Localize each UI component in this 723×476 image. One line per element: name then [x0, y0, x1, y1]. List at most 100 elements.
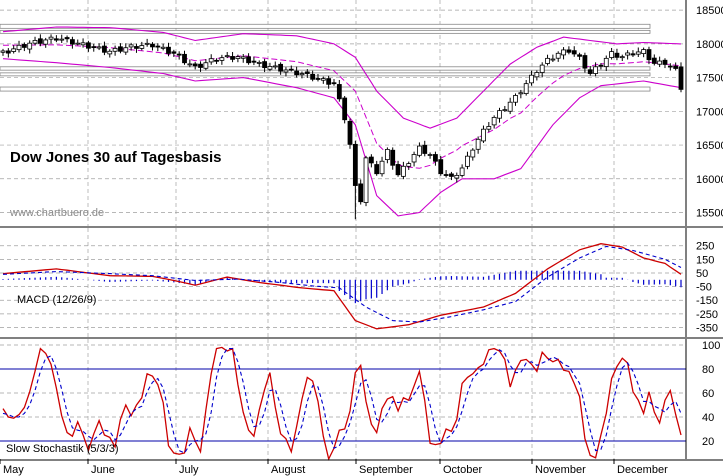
candle-body [304, 71, 310, 74]
candle-body [64, 37, 70, 40]
macd-tick-label: -250 [696, 309, 718, 321]
candle-body [192, 63, 198, 67]
macd-line [2, 243, 682, 330]
candle-body [443, 174, 449, 176]
candle-body [678, 66, 684, 90]
candle-body [70, 39, 75, 45]
macd-tick-label: -150 [696, 295, 718, 307]
candle-body [230, 56, 235, 60]
month-label: May [3, 464, 24, 476]
candle-body [449, 173, 454, 177]
candle-body [326, 78, 332, 85]
resistance-box [0, 23, 651, 29]
month-label: December [617, 464, 668, 476]
candle-body [497, 110, 502, 119]
candle-body [5, 50, 11, 54]
candle-body [502, 109, 508, 112]
candle-body [619, 56, 625, 59]
candle-body [603, 57, 609, 67]
candle-body [523, 83, 529, 94]
candle-body [374, 164, 380, 175]
candle-body [641, 49, 647, 54]
month-label: July [179, 464, 199, 476]
candle-body [272, 65, 278, 68]
candle-body [395, 164, 401, 176]
candle-body [545, 57, 550, 64]
stoch-d-line [2, 348, 682, 454]
candle-body [475, 138, 481, 150]
candle-body [667, 65, 673, 68]
stoch-tick-label: 40 [702, 412, 714, 424]
candle-body [128, 44, 134, 48]
candle-body [214, 59, 219, 62]
candle-body [11, 48, 17, 52]
candle-body [427, 154, 433, 156]
candle-body [235, 56, 241, 59]
stochastic-lines [2, 346, 682, 461]
candle-body [555, 52, 561, 59]
candle-body [160, 46, 166, 49]
candle-body [539, 64, 545, 73]
candle-body [123, 47, 129, 53]
candle-body [48, 36, 54, 40]
upper-bollinger-band [2, 26, 682, 129]
candle-body [417, 145, 422, 156]
candle-body [331, 82, 337, 85]
candle-body [150, 43, 155, 48]
candle-body [182, 53, 187, 64]
tick-labels: 15500 16000 16500 17000 17500 18000 18500 May Ju… [0, 5, 723, 476]
month-label: August [271, 464, 305, 476]
candle-body [550, 58, 556, 61]
candle-body [208, 58, 214, 63]
macd-lines [2, 243, 682, 330]
stochastic-label: Slow Stochastik (5/3/3) [6, 443, 119, 455]
candle-body [481, 128, 486, 142]
candle-body [491, 116, 497, 126]
month-label: September [359, 464, 413, 476]
candle-body [390, 149, 396, 166]
candle-body [267, 66, 273, 70]
candle-body [198, 63, 203, 68]
candle-body [294, 70, 300, 76]
candle-body [251, 60, 257, 63]
candle-body [27, 42, 33, 50]
candle-body [384, 149, 390, 161]
candle-body [566, 49, 572, 53]
candle-body [465, 155, 470, 167]
candle-body [459, 167, 465, 176]
candle-body [176, 53, 182, 56]
candle-body [43, 39, 49, 45]
lower-bollinger-band [2, 58, 682, 217]
candle-body [673, 65, 679, 69]
candle-body [513, 95, 518, 103]
candle-body [534, 72, 540, 78]
candle-body [171, 51, 177, 54]
candle-body [454, 175, 460, 179]
candle-body [646, 49, 652, 61]
price-tick-label: 15500 [696, 208, 723, 220]
candle-body [219, 57, 225, 61]
price-tick-label: 18000 [696, 39, 723, 51]
candle-body [91, 46, 97, 49]
candle-body [144, 42, 150, 45]
candle-body [422, 144, 428, 154]
candle-body [80, 42, 86, 46]
candle-body [102, 45, 107, 53]
candle-body [651, 57, 657, 64]
candle-body [288, 68, 294, 71]
candle-body [598, 64, 604, 67]
macd-tick-label: 150 [696, 254, 714, 266]
watermark: www.chartbuero.de [9, 207, 104, 219]
candle-body [59, 38, 65, 41]
stoch-tick-label: 80 [702, 364, 714, 376]
candle-body [529, 74, 534, 84]
candle-body [379, 160, 385, 175]
month-label: October [443, 464, 482, 476]
candle-body [320, 78, 326, 81]
macd-tick-label: 250 [696, 241, 714, 253]
candle-body [507, 101, 513, 112]
candle-body [37, 38, 43, 44]
price-tick-label: 17000 [696, 106, 723, 118]
